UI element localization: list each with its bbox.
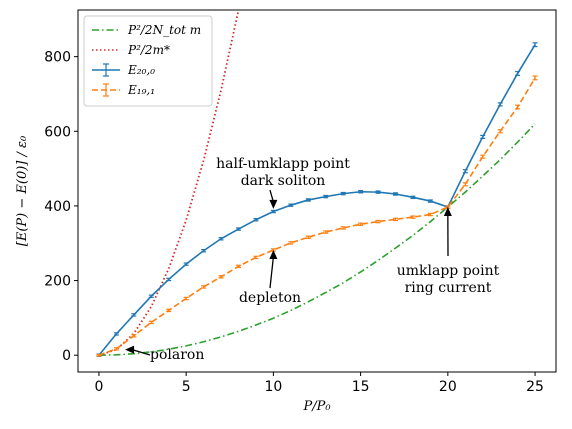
annotation-half-umklapp-text: dark soliton <box>241 173 326 189</box>
annotation-polaron-arrowhead <box>125 345 135 354</box>
x-tick-label: 10 <box>264 379 282 395</box>
y-tick-label: 0 <box>62 348 71 364</box>
annotation-depleton-arrow <box>269 256 275 289</box>
annotation-umklapp-text: ring current <box>405 280 492 296</box>
series-line-3 <box>98 44 536 356</box>
legend-box <box>83 15 213 107</box>
annotation-polaron-arrow <box>131 348 151 356</box>
x-tick-label: 5 <box>182 379 191 395</box>
series-line-4 <box>98 77 536 356</box>
axes: 0 5 10 15 20 25 0 200 400 600 800 P/P₀ [E(P) − E(0)]… <box>15 9 557 414</box>
legend-label-3: E₂₀,₀ <box>127 63 155 77</box>
y-tick-label: 600 <box>44 124 71 140</box>
y-tick-label: 200 <box>44 274 71 290</box>
annotation-half-umklapp-arrowhead <box>269 199 278 209</box>
annotation-depleton-arrowhead <box>269 249 278 259</box>
y-tick-label: 800 <box>44 50 71 66</box>
annotation-depleton-text: depleton <box>239 290 301 306</box>
annotation-half-umklapp-text: half-umklapp point <box>216 156 350 172</box>
y-tick-label: 400 <box>44 199 71 215</box>
x-tick-label: 25 <box>526 379 544 395</box>
annotation-umklapp-text: umklapp point <box>397 263 500 279</box>
legend: P²/2N_tot m P²/2m* E₂₀,₀ E₁₉,₁ <box>83 15 213 107</box>
plot-area <box>96 10 538 357</box>
y-axis-label: [E(P) − E(0)] / ε₀ <box>15 135 30 246</box>
x-axis-label: P/P₀ <box>302 399 331 414</box>
legend-label-4: E₁₉,₁ <box>127 83 155 97</box>
legend-label-1: P²/2N_tot m <box>127 23 201 37</box>
axes-frame <box>77 9 557 373</box>
x-tick-label: 20 <box>439 379 457 395</box>
legend-label-2: P²/2m* <box>127 43 170 57</box>
x-tick-label: 0 <box>94 379 103 395</box>
x-tick-label: 15 <box>352 379 370 395</box>
series-line-1 <box>98 123 536 357</box>
annotation-polaron-text: polaron <box>150 347 204 363</box>
annotation-umklapp-arrowhead <box>443 207 452 217</box>
